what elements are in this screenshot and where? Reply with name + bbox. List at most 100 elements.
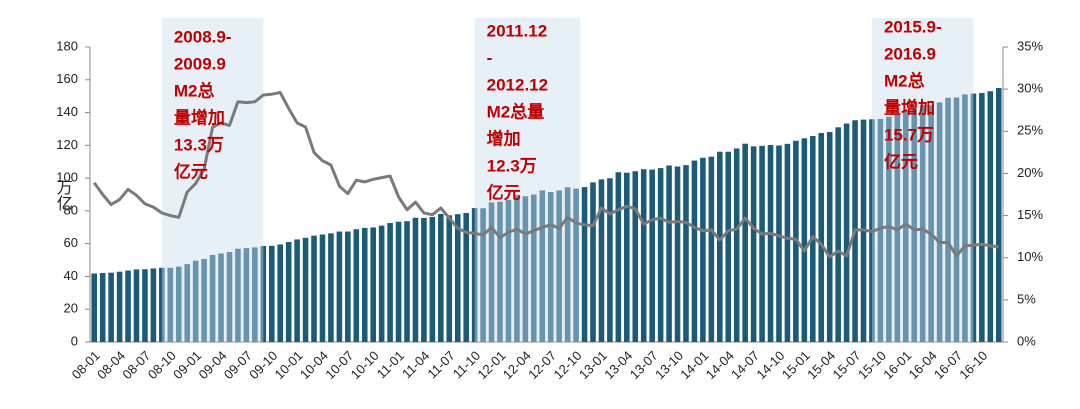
bar [142, 269, 148, 342]
x-tick-label: 14-04 [703, 348, 737, 382]
bar [750, 146, 757, 342]
y-tick-label: 60 [64, 235, 78, 250]
x-tick-label: 16-10 [956, 348, 990, 382]
bar [970, 93, 977, 343]
bar [573, 188, 579, 342]
y-tick-label: 120 [56, 137, 78, 152]
bar [759, 145, 765, 342]
bar [979, 93, 985, 342]
bar [497, 201, 503, 342]
annotation-text: 13.3万 [174, 135, 224, 154]
annotation-text: 量增加 [884, 97, 935, 117]
x-tick-label: 09-04 [195, 348, 229, 382]
bar [902, 109, 909, 342]
annotation-text: 量增加 [174, 107, 225, 127]
x-tick-label: 08-10 [145, 348, 179, 382]
bar [235, 248, 241, 342]
bar [725, 151, 732, 342]
bar [209, 254, 216, 342]
bar [691, 160, 698, 342]
bar [488, 202, 495, 342]
bar [911, 108, 918, 342]
x-tick-label: 13-04 [601, 348, 635, 382]
bar [987, 91, 994, 342]
x-tick-label: 10-10 [348, 348, 382, 382]
bar [378, 225, 385, 342]
bar [319, 234, 326, 342]
annotation-text: 亿元 [174, 161, 208, 181]
bar [539, 190, 546, 342]
bar [886, 116, 892, 342]
annotation-box [161, 18, 264, 342]
bar [843, 123, 850, 343]
bar [522, 196, 529, 342]
bar [607, 178, 613, 342]
bar [962, 94, 968, 342]
bar [226, 252, 233, 342]
bar [801, 138, 808, 342]
bar [742, 143, 748, 342]
bar [99, 273, 106, 342]
bar [446, 215, 453, 342]
x-tick-label: 16-04 [906, 348, 940, 382]
bar [243, 248, 250, 342]
bar [835, 127, 841, 342]
bar [345, 231, 351, 342]
x-tick-label: 11-01 [374, 348, 407, 381]
bar [252, 247, 258, 342]
y2-tick-label: 30% [1017, 81, 1043, 96]
y-tick-label: 140 [56, 104, 78, 119]
bar [370, 227, 376, 342]
bar [826, 132, 833, 342]
y2-tick-label: 0% [1017, 333, 1036, 348]
x-tick-label: 10-01 [272, 348, 306, 382]
bar [336, 231, 343, 342]
bar [995, 87, 1002, 342]
bar [556, 190, 562, 342]
bar [683, 165, 689, 342]
x-tick-label: 16-07 [931, 348, 965, 382]
x-tick-label: 13-10 [652, 348, 686, 382]
y-axis-label: 万亿 [54, 179, 73, 211]
bar [953, 97, 960, 342]
bar [463, 213, 469, 342]
bar [700, 157, 706, 342]
x-tick-label: 14-07 [728, 348, 762, 382]
x-tick-label: 08-07 [119, 348, 153, 382]
annotation-text: 12.3万 [487, 156, 537, 175]
bar [429, 216, 436, 342]
bar [505, 199, 512, 342]
x-tick-label: 12-04 [500, 348, 534, 382]
bar [404, 221, 410, 342]
x-tick-label: 11-04 [399, 348, 432, 381]
y2-tick-label: 25% [1017, 123, 1043, 138]
bar [302, 237, 309, 342]
bar [717, 151, 723, 342]
y-tick-label: 40 [64, 268, 78, 283]
x-tick-label: 10-04 [297, 348, 331, 382]
y2-tick-label: 10% [1017, 249, 1043, 264]
bar [192, 260, 199, 342]
y2-tick-label: 5% [1017, 291, 1036, 306]
y-tick-label: 80 [64, 202, 78, 217]
bar [184, 264, 191, 342]
x-tick-label: 15-10 [855, 348, 889, 382]
annotation-text: 2012.12 [487, 75, 548, 94]
bar [159, 267, 165, 342]
x-tick-label: 14-10 [753, 348, 787, 382]
y-tick-label: 0 [71, 333, 78, 348]
bar [564, 187, 571, 342]
bar [640, 169, 647, 342]
bar [125, 270, 131, 342]
y2-tick-label: 35% [1017, 38, 1043, 53]
annotation-text: - [487, 48, 493, 67]
y-tick-label: 20 [64, 301, 78, 316]
x-tick-label: 15-04 [804, 348, 838, 382]
x-tick-label: 10-07 [322, 348, 356, 382]
bar [666, 165, 672, 342]
bar [581, 187, 588, 342]
bar [776, 145, 782, 342]
bar [175, 266, 182, 342]
bar [277, 244, 283, 342]
